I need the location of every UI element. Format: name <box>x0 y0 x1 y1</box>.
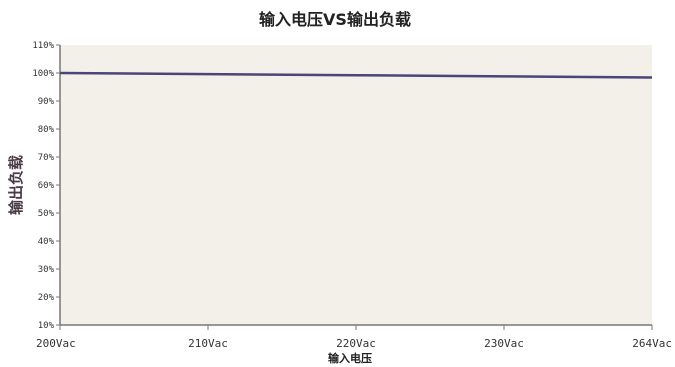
y-tick-label: 60% <box>38 181 55 191</box>
y-axis-label: 输出负载 <box>7 155 25 215</box>
y-tick-label: 70% <box>38 153 55 163</box>
plot-area <box>60 45 652 325</box>
x-axis-label: 输入电压 <box>328 351 372 365</box>
y-tick-label: 80% <box>38 125 55 135</box>
y-tick-label: 50% <box>38 209 55 219</box>
x-tick-label: 210Vac <box>188 337 228 350</box>
series-group <box>59 71 653 79</box>
x-axis-ticks: 200Vac 210Vac 220Vac 230Vac 264Vac <box>36 325 672 350</box>
x-tick-label: 220Vac <box>336 337 376 350</box>
y-tick-label: 20% <box>38 293 55 303</box>
y-tick-label: 30% <box>38 265 55 275</box>
y-tick-label: 10% <box>38 321 55 331</box>
x-tick-label: 200Vac <box>36 337 76 350</box>
y-tick-label: 40% <box>38 237 55 247</box>
x-tick-label: 264Vac <box>632 337 672 350</box>
series-line <box>59 71 653 79</box>
y-tick-label: 90% <box>38 97 55 107</box>
chart-title: 输入电压VS输出负载 <box>259 10 411 29</box>
y-axis-ticks: 10% 20% 30% 40% 50% 60% 70% 80% 90% 100% 110% <box>32 41 60 331</box>
x-tick-label: 230Vac <box>484 337 524 350</box>
y-tick-label: 100% <box>32 69 54 79</box>
y-tick-label: 110% <box>32 41 54 51</box>
